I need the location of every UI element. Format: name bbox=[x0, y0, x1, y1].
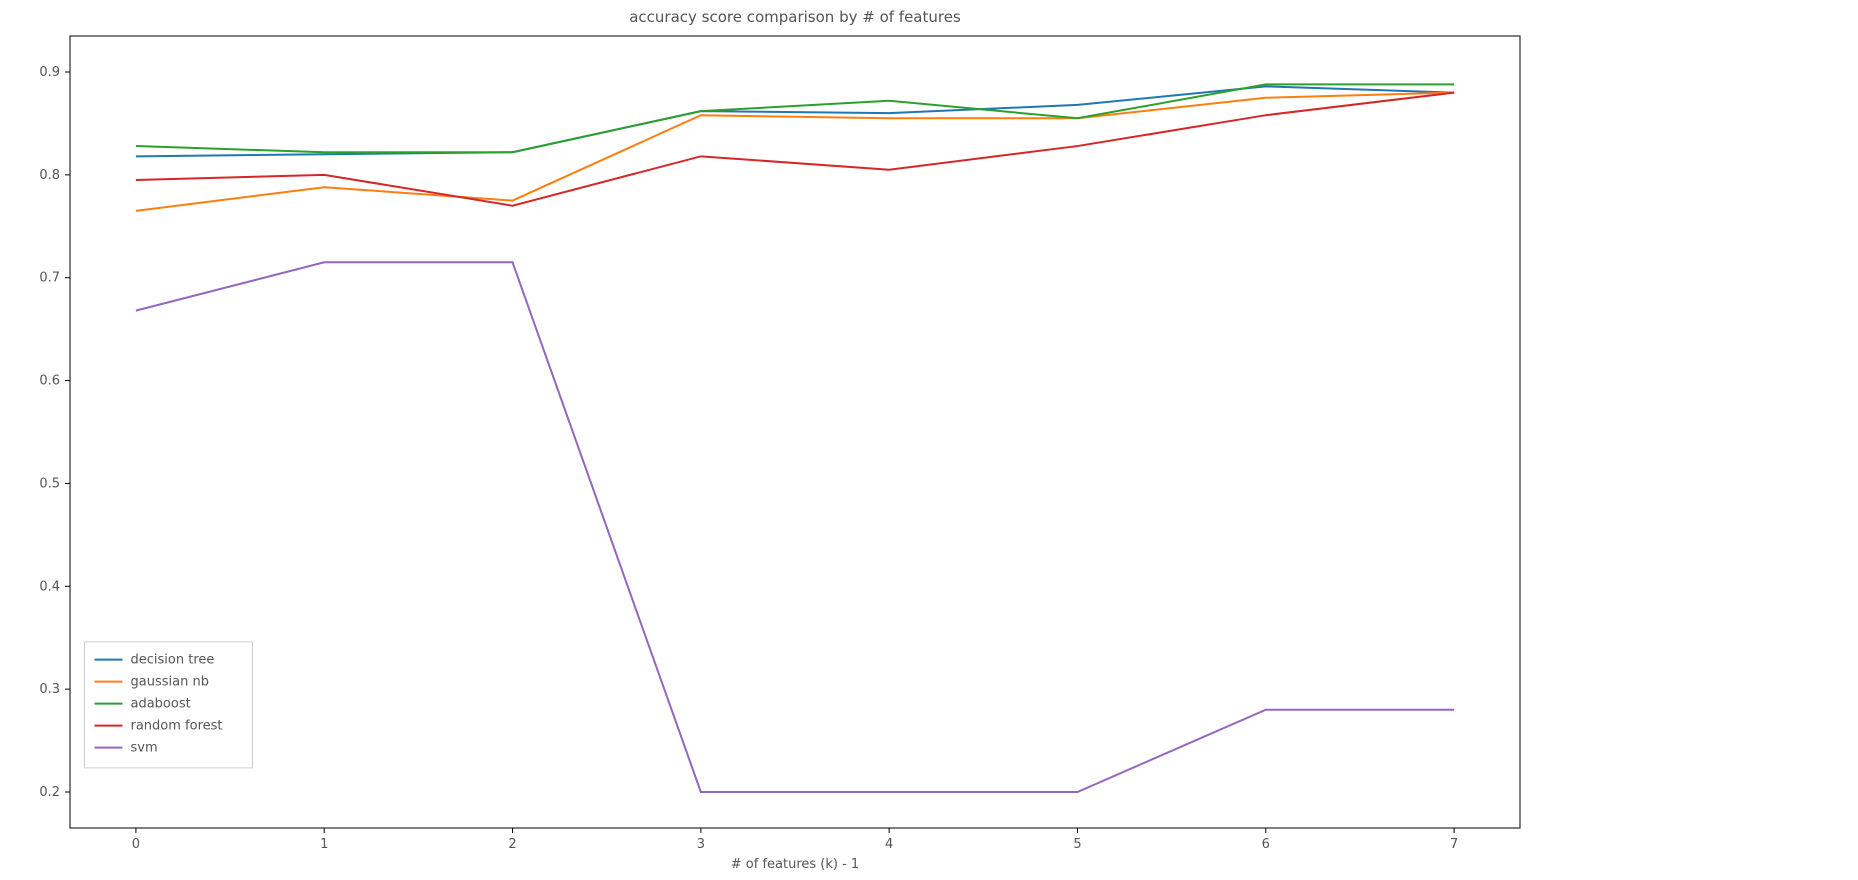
series-line-adaboost bbox=[136, 84, 1454, 152]
series-line-decision-tree bbox=[136, 86, 1454, 156]
y-tick-label: 0.3 bbox=[39, 682, 60, 697]
x-tick-label: 4 bbox=[885, 837, 893, 852]
x-tick-label: 1 bbox=[320, 837, 328, 852]
legend-label: svm bbox=[131, 741, 158, 756]
legend-label: random forest bbox=[131, 719, 223, 734]
x-tick-label: 0 bbox=[132, 837, 140, 852]
series-line-svm bbox=[136, 262, 1454, 792]
legend-label: adaboost bbox=[131, 697, 191, 712]
y-tick-label: 0.2 bbox=[39, 785, 60, 800]
chart-svg: 0 1 2 3 4 5 6 7 0.2 0.3 0.4 0.5 0.6 0.7 0.8 0.9 accuracy… bbox=[0, 0, 1858, 880]
x-tick-label: 6 bbox=[1262, 837, 1270, 852]
y-tick-label: 0.7 bbox=[39, 271, 60, 286]
chart-container: 0 1 2 3 4 5 6 7 0.2 0.3 0.4 0.5 0.6 0.7 0.8 0.9 accuracy… bbox=[0, 0, 1858, 880]
y-tick-label: 0.5 bbox=[39, 476, 60, 491]
x-tick-label: 2 bbox=[508, 837, 516, 852]
y-tick-label: 0.8 bbox=[39, 168, 60, 183]
y-tick-label: 0.4 bbox=[39, 579, 60, 594]
x-tick-label: 3 bbox=[697, 837, 705, 852]
y-tick-label: 0.9 bbox=[39, 65, 60, 80]
x-axis-label: # of features (k) - 1 bbox=[731, 857, 859, 872]
x-tick-label: 7 bbox=[1450, 837, 1458, 852]
legend-label: gaussian nb bbox=[131, 675, 209, 690]
y-tick-label: 0.6 bbox=[39, 374, 60, 389]
x-tick-label: 5 bbox=[1073, 837, 1081, 852]
legend-label: decision tree bbox=[131, 653, 215, 668]
chart-title: accuracy score comparison by # of featur… bbox=[629, 8, 961, 26]
